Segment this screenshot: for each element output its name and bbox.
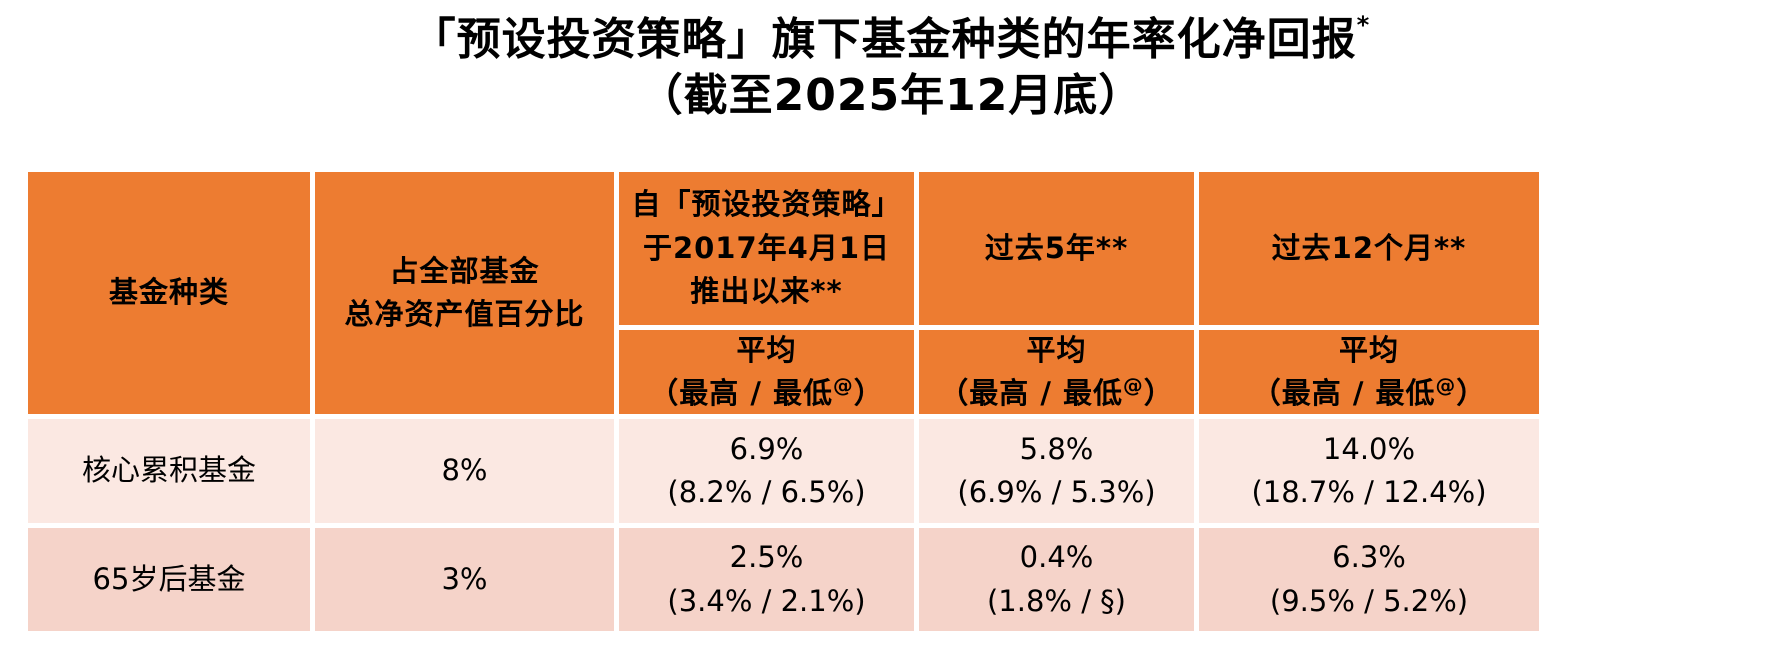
title-line1: 「预设投资策略」旗下基金种类的年率化净回报* [0,11,1782,68]
header-past-5-years-label: 过去5年** [984,230,1129,265]
returns-table: 基金种类 占全部基金 总净资产值百分比 自「预设投资策略」 于2017年4月1日… [28,172,1539,631]
range-label-close: ） [1456,376,1487,410]
header-since-launch-line3: 推出以来** [690,274,843,309]
header-past-5-years: 过去5年** [919,172,1194,325]
subheader-average-past-12-months: 平均 （最高 / 最低@） [1199,330,1539,414]
core-fund-5y-cell: 5.8% (6.9% / 5.3%) [919,419,1194,523]
range-value: (18.7% / 12.4%) [1251,475,1487,509]
average-value: 0.4% [1019,540,1094,574]
title-line2: （截至2025年12月底） [638,70,1144,122]
fund-name: 核心累积基金 [81,453,256,488]
average-value: 6.3% [1332,540,1406,574]
header-fund-type-label: 基金种类 [108,275,229,310]
header-since-launch-line2: 于2017年4月1日 [642,230,891,265]
subheader-average-label: 平均 [1338,332,1399,367]
subheader-average-label: 平均 [1026,332,1087,367]
range-label-at-sign: @ [1435,374,1457,397]
subheader-average-since-launch: 平均 （最高 / 最低@） [619,330,914,414]
nav-pct-value: 8% [441,453,488,488]
average-value: 5.8% [1019,431,1094,466]
core-fund-nav-pct-cell: 8% [315,419,614,523]
subheader-range-label: （最高 / 最低@） [649,372,884,416]
range-value: (9.5% / 5.2%) [1269,583,1469,618]
page-title: 「预设投资策略」旗下基金种类的年率化净回报* （截至2025年12月底） [0,11,1782,125]
subheader-range-label: （最高 / 最低@） [939,372,1174,416]
range-label-close: ） [853,376,884,410]
subheader-average-label: 平均 [736,332,797,367]
header-since-launch-line1: 自「预设投资策略」 [631,187,902,222]
average-value: 2.5% [729,540,804,574]
age65-fund-nav-pct-cell: 3% [315,528,614,631]
header-nav-percentage: 占全部基金 总净资产值百分比 [315,172,614,414]
age65-fund-name-cell: 65岁后基金 [28,528,310,631]
range-label-text: （最高 / 最低 [1251,376,1436,410]
age65-fund-since-launch-cell: 2.5% (3.4% / 2.1%) [619,528,914,631]
subheader-average-past-5-years: 平均 （最高 / 最低@） [919,330,1194,414]
fund-name: 65岁后基金 [92,561,246,596]
nav-pct-value: 3% [441,561,488,596]
range-value: (1.8% / §) [986,583,1126,618]
age65-fund-12m-cell: 6.3% (9.5% / 5.2%) [1199,528,1539,631]
average-value: 6.9% [729,431,804,466]
core-fund-name-cell: 核心累积基金 [28,419,310,523]
age65-fund-5y-cell: 0.4% (1.8% / §) [919,528,1194,631]
header-past-12-months: 过去12个月** [1199,172,1539,325]
range-label-close: ） [1143,376,1174,410]
range-value: (3.4% / 2.1%) [667,583,866,618]
core-fund-12m-cell: 14.0% (18.7% / 12.4%) [1199,419,1539,523]
header-nav-percentage-line1: 占全部基金 [389,253,540,288]
header-fund-type: 基金种类 [28,172,310,414]
range-label-text: （最高 / 最低 [939,376,1124,410]
range-label-text: （最高 / 最低 [649,376,834,410]
subheader-range-label: （最高 / 最低@） [1252,372,1487,416]
header-past-12-months-label: 过去12个月** [1271,230,1467,265]
title-asterisk: * [1356,11,1371,39]
range-value: (8.2% / 6.5%) [667,475,866,509]
average-value: 14.0% [1322,431,1416,466]
range-label-at-sign: @ [833,374,854,397]
header-since-launch: 自「预设投资策略」 于2017年4月1日 推出以来** [619,172,914,325]
header-nav-percentage-line2: 总净资产值百分比 [344,297,585,331]
core-fund-since-launch-cell: 6.9% (8.2% / 6.5%) [619,419,914,523]
range-label-at-sign: @ [1123,374,1144,397]
range-value: (6.9% / 5.3%) [957,475,1156,509]
title-main-text: 「预设投资策略」旗下基金种类的年率化净回报 [411,14,1357,65]
